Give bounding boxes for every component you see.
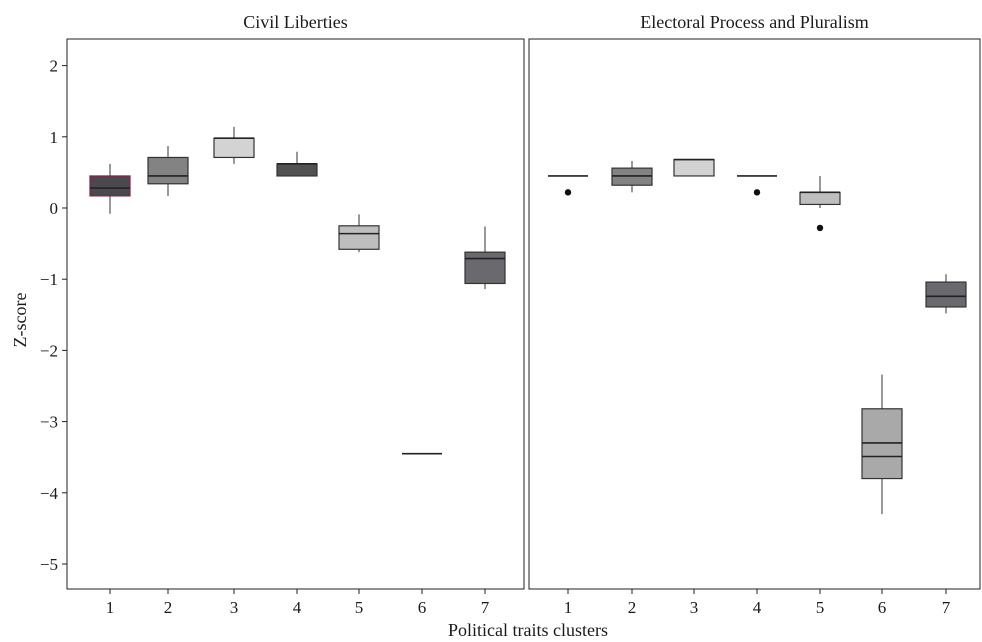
box-body — [276, 163, 318, 177]
x-tick-label: 4 — [753, 598, 762, 617]
outlier-point — [564, 189, 572, 196]
box-body — [673, 158, 715, 177]
panel-border — [528, 38, 981, 590]
box-cluster-1 — [548, 175, 588, 196]
x-tick-label: 2 — [628, 598, 637, 617]
panel-border — [66, 38, 525, 590]
panel-title: Civil Liberties — [243, 12, 347, 32]
x-tick-label: 7 — [481, 598, 490, 617]
x-tick-label: 6 — [878, 598, 887, 617]
x-tick-label: 2 — [164, 598, 173, 617]
box-body — [925, 281, 967, 308]
box-body — [89, 175, 131, 197]
box-cluster-5 — [338, 214, 380, 253]
box-cluster-4 — [737, 175, 777, 196]
x-tick-label: 6 — [418, 598, 427, 617]
box-body — [213, 137, 255, 159]
box-cluster-3 — [213, 126, 255, 164]
panel-2: Electoral Process and Pluralism 1 2 3 4 5 6 7 — [528, 12, 981, 617]
box-cluster-1 — [89, 163, 131, 214]
outlier-point — [816, 224, 824, 232]
y-axis-title: Z-score — [10, 293, 30, 348]
y-tick-label: −4 — [40, 484, 59, 503]
x-tick-label: 4 — [293, 598, 302, 617]
x-tick-label: 3 — [230, 598, 239, 617]
box-cluster-3 — [673, 158, 715, 177]
x-tick-label: 1 — [106, 598, 115, 617]
y-tick-label: 0 — [50, 199, 59, 218]
box-body — [147, 156, 189, 185]
y-tick-label: 2 — [50, 57, 59, 76]
outlier-point — [753, 189, 761, 196]
box-body — [464, 251, 506, 285]
box-cluster-2 — [611, 161, 653, 193]
x-tick-label: 5 — [355, 598, 364, 617]
panel-1: Civil Liberties 2 1 0 −1 −2 −3 −4 −5 1 2 3 4 5 6 7 — [40, 12, 525, 617]
box-cluster-4 — [276, 151, 318, 177]
box-body — [338, 225, 380, 250]
box-cluster-6 — [861, 374, 903, 515]
x-tick-label: 7 — [942, 598, 951, 617]
x-tick-label: 3 — [690, 598, 699, 617]
box-cluster-7 — [925, 274, 967, 314]
x-tick-label: 1 — [564, 598, 573, 617]
x-tick-label: 5 — [816, 598, 825, 617]
y-tick-label: −1 — [40, 270, 58, 289]
y-tick-label: −5 — [40, 555, 58, 574]
panel-title: Electoral Process and Pluralism — [640, 12, 868, 32]
x-axis-title: Political traits clusters — [448, 620, 608, 640]
box-cluster-5 — [799, 175, 841, 232]
y-tick-label: 1 — [50, 128, 59, 147]
box-cluster-7 — [464, 226, 506, 290]
y-tick-label: −2 — [40, 341, 58, 360]
box-cluster-2 — [147, 146, 189, 196]
y-tick-label: −3 — [40, 413, 58, 432]
box-body — [799, 191, 841, 206]
